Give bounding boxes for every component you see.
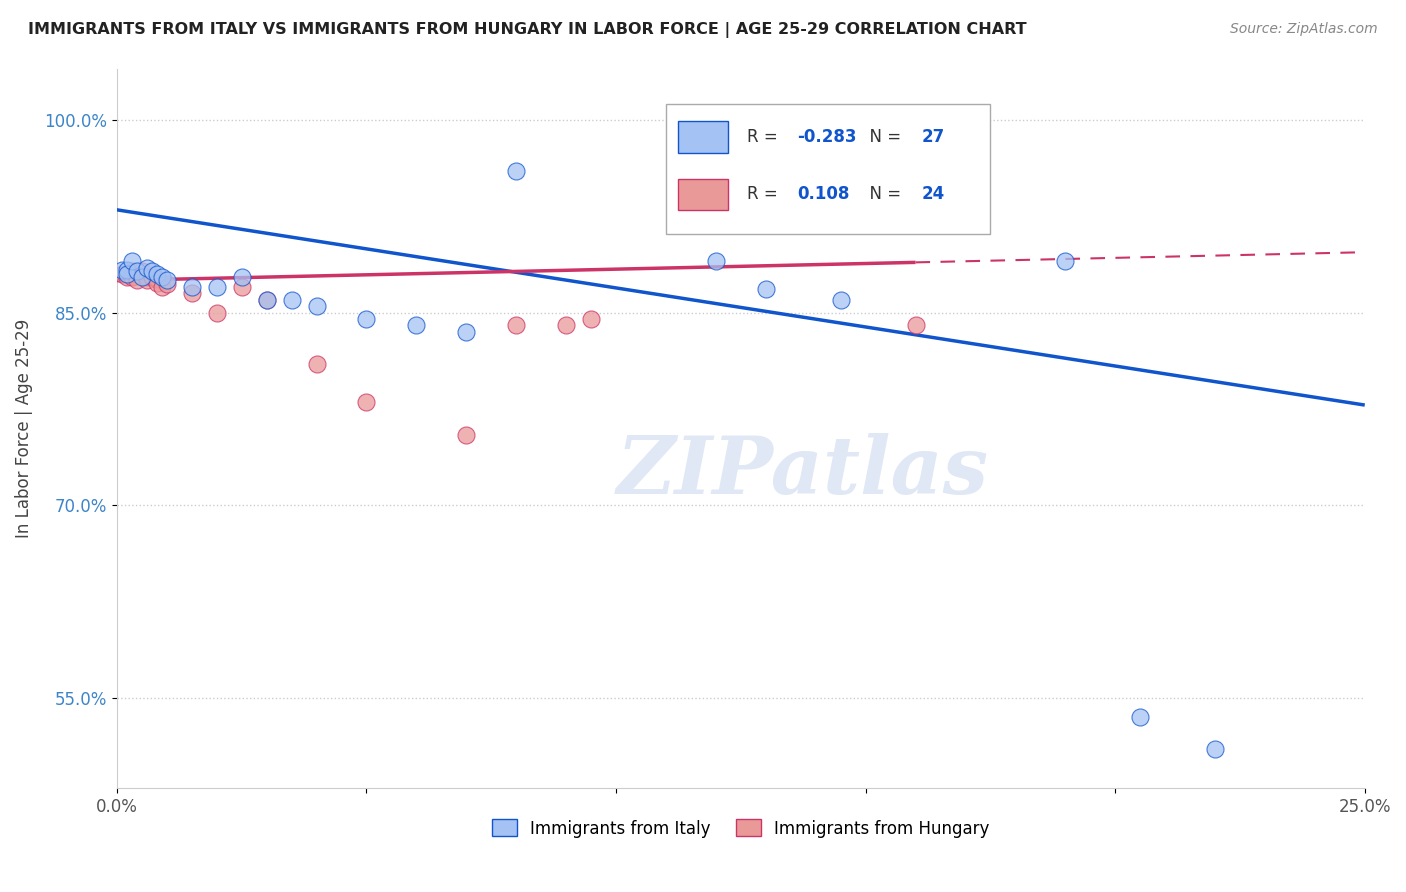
Point — [145, 276, 167, 290]
Point — [150, 280, 173, 294]
FancyBboxPatch shape — [666, 104, 990, 234]
Point — [456, 427, 478, 442]
Point — [1129, 710, 1152, 724]
Point — [156, 277, 179, 292]
Point — [135, 269, 157, 284]
Text: 27: 27 — [922, 128, 945, 146]
Point — [135, 273, 157, 287]
Text: R =: R = — [747, 128, 783, 146]
Point — [115, 267, 138, 281]
Point — [256, 293, 278, 307]
Text: 24: 24 — [922, 186, 945, 203]
Point — [135, 260, 157, 275]
Point — [205, 280, 228, 294]
Point — [125, 273, 148, 287]
Legend: Immigrants from Italy, Immigrants from Hungary: Immigrants from Italy, Immigrants from H… — [485, 813, 997, 844]
Bar — [679, 178, 728, 211]
Point — [131, 264, 153, 278]
Text: 0.108: 0.108 — [797, 186, 849, 203]
Bar — [679, 121, 728, 153]
Point — [356, 395, 378, 409]
Point — [456, 325, 478, 339]
Point — [505, 164, 527, 178]
Point — [111, 267, 134, 281]
Point — [145, 267, 167, 281]
Text: N =: N = — [859, 128, 907, 146]
Point — [141, 264, 163, 278]
Text: N =: N = — [859, 186, 907, 203]
Text: -0.283: -0.283 — [797, 128, 856, 146]
Point — [704, 254, 727, 268]
Point — [280, 293, 302, 307]
Point — [305, 299, 328, 313]
Point — [305, 357, 328, 371]
Point — [904, 318, 927, 333]
Point — [141, 269, 163, 284]
Point — [121, 264, 143, 278]
Y-axis label: In Labor Force | Age 25-29: In Labor Force | Age 25-29 — [15, 318, 32, 538]
Point — [145, 272, 167, 286]
Point — [256, 293, 278, 307]
Point — [180, 286, 202, 301]
Point — [231, 280, 253, 294]
Point — [755, 282, 778, 296]
Point — [125, 264, 148, 278]
Point — [150, 269, 173, 284]
Point — [121, 254, 143, 268]
Point — [405, 318, 427, 333]
Point — [115, 269, 138, 284]
Point — [205, 305, 228, 319]
Text: ZIPatlas: ZIPatlas — [617, 433, 990, 510]
Point — [579, 312, 602, 326]
Point — [156, 273, 179, 287]
Point — [121, 269, 143, 284]
Point — [115, 263, 138, 277]
Point — [131, 269, 153, 284]
Point — [111, 263, 134, 277]
Point — [356, 312, 378, 326]
Point — [830, 293, 852, 307]
Point — [1054, 254, 1077, 268]
Text: IMMIGRANTS FROM ITALY VS IMMIGRANTS FROM HUNGARY IN LABOR FORCE | AGE 25-29 CORR: IMMIGRANTS FROM ITALY VS IMMIGRANTS FROM… — [28, 22, 1026, 38]
Point — [231, 269, 253, 284]
Point — [555, 318, 578, 333]
Point — [505, 318, 527, 333]
Text: Source: ZipAtlas.com: Source: ZipAtlas.com — [1230, 22, 1378, 37]
Point — [1204, 742, 1226, 756]
Text: R =: R = — [747, 186, 783, 203]
Point — [180, 280, 202, 294]
